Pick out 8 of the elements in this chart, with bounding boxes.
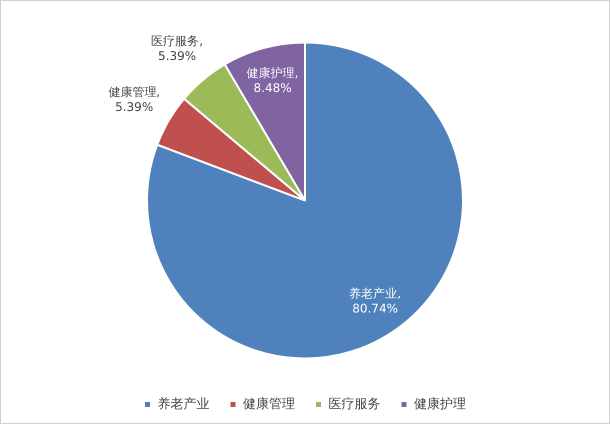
data-label: 健康护理, 8.48% [246, 66, 298, 96]
data-label: 养老产业, 80.74% [349, 286, 402, 316]
legend-label: 健康管理 [243, 396, 295, 412]
legend-label: 医疗服务 [328, 396, 380, 412]
legend-label: 健康护理 [414, 396, 466, 412]
data-label: 医疗服务, 5.39% [151, 34, 204, 63]
data-label: 健康管理, 5.39% [108, 85, 160, 114]
legend-label: 养老产业 [158, 396, 210, 412]
